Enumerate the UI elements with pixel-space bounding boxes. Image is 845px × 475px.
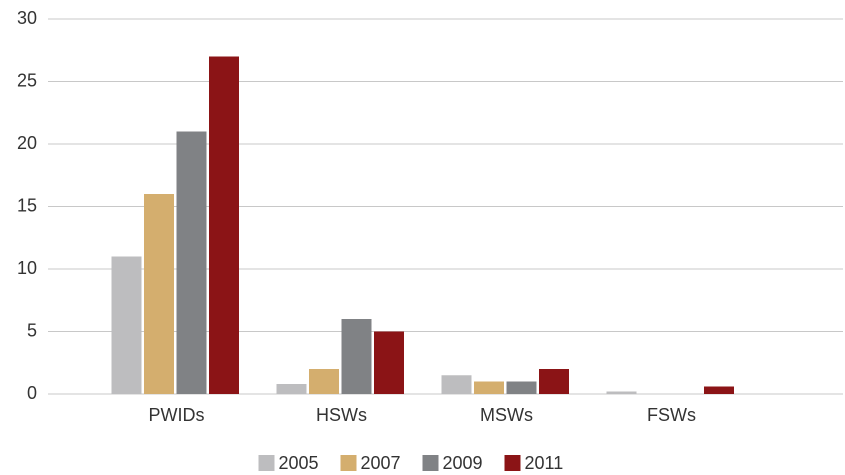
bar: [704, 386, 734, 394]
x-tick-label: HSWs: [316, 405, 367, 425]
bar: [309, 369, 339, 394]
legend-swatch: [340, 455, 357, 471]
bar: [341, 319, 372, 394]
legend-label: 2011: [525, 453, 564, 473]
bar: [506, 381, 537, 394]
bar: [176, 131, 207, 394]
y-tick-label: 25: [17, 70, 37, 90]
legend-swatch: [258, 455, 275, 471]
legend-swatch: [504, 455, 521, 471]
bar: [374, 331, 404, 394]
x-tick-label: FSWs: [647, 405, 696, 425]
x-tick-label: MSWs: [480, 405, 533, 425]
bar: [111, 256, 142, 394]
y-tick-label: 15: [17, 195, 37, 215]
bar: [539, 369, 569, 394]
y-tick-label: 30: [17, 8, 37, 28]
bar: [209, 56, 239, 394]
legend-swatch: [422, 455, 439, 471]
bar: [606, 391, 637, 394]
y-tick-label: 0: [27, 383, 37, 403]
bar: [441, 375, 472, 394]
y-tick-label: 5: [27, 320, 37, 340]
bar: [474, 381, 504, 394]
legend-label: 2009: [443, 453, 483, 473]
y-tick-label: 10: [17, 258, 37, 278]
legend-label: 2007: [361, 453, 401, 473]
bar: [276, 384, 307, 394]
y-tick-label: 20: [17, 133, 37, 153]
bar: [144, 194, 174, 394]
x-tick-label: PWIDs: [149, 405, 205, 425]
legend-label: 2005: [279, 453, 319, 473]
